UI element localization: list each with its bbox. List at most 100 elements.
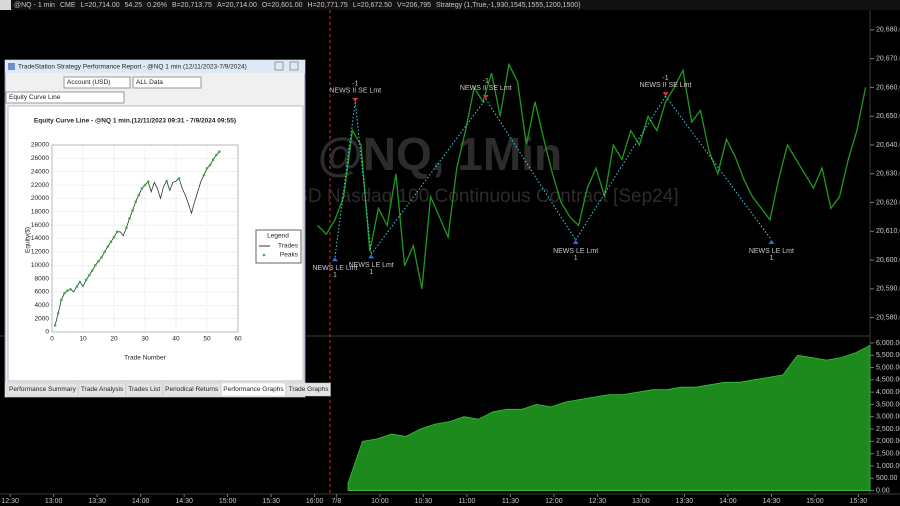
y-tick-label: 20,620.00 xyxy=(876,199,900,206)
y-tick-label: 20,650.00 xyxy=(876,113,900,120)
x-tick-label: 10 xyxy=(79,336,87,343)
peak-marker xyxy=(94,263,97,267)
buy-arrow xyxy=(768,239,775,244)
tab[interactable] xyxy=(221,382,286,397)
x-tick-label: 60 xyxy=(234,336,242,343)
status-item: V=206,795 xyxy=(397,2,431,9)
buy-arrow xyxy=(572,239,579,244)
y-tick-label: 10000 xyxy=(31,262,49,269)
peak-marker xyxy=(100,255,103,259)
tab-label: Performance Summary xyxy=(9,386,77,393)
y-tick-label: 8000 xyxy=(35,275,50,282)
peak-marker xyxy=(84,278,88,282)
window-title-bar xyxy=(5,60,305,73)
x-tick-label: 40 xyxy=(172,336,180,343)
tab[interactable] xyxy=(6,382,79,397)
peak-marker xyxy=(215,153,218,157)
status-item: L=20,714.00 xyxy=(81,2,120,9)
tab-label: Trades List xyxy=(128,386,160,393)
x-tick-label: 10:30 xyxy=(415,498,433,505)
x-tick-label: 15:00 xyxy=(219,498,237,505)
y-tick-label: 20,590.00 xyxy=(876,286,900,293)
range-dropdown[interactable] xyxy=(132,76,202,89)
report-window: TradeStation Strategy Performance Report… xyxy=(4,59,306,398)
y-tick-label: 18000 xyxy=(31,209,49,216)
trade-qty: 1 xyxy=(333,272,337,279)
peak-marker xyxy=(109,240,113,244)
tab-label: Trade Analysis xyxy=(81,386,124,393)
peak-marker xyxy=(165,179,168,183)
trade-line xyxy=(370,98,487,255)
y-tick-label: 4,500.00 xyxy=(876,377,900,384)
window-title: TradeStation Strategy Performance Report… xyxy=(18,64,247,71)
status-item: B=20,713.75 xyxy=(172,2,212,9)
y-tick-label: 4000 xyxy=(35,302,50,309)
status-item: CME xyxy=(60,2,76,9)
status-item: L=20,672.50 xyxy=(353,2,392,9)
tab[interactable] xyxy=(78,382,126,397)
y-tick-label: 1,000.00 xyxy=(876,463,900,470)
y-tick-label: 500.00 xyxy=(876,475,898,482)
y-tick-label: 4,000.00 xyxy=(876,389,900,396)
peak-marker xyxy=(75,285,79,288)
peak-marker xyxy=(66,289,69,292)
tab[interactable] xyxy=(162,382,221,397)
x-tick-label: 11:30 xyxy=(502,498,519,505)
trade-qty: 1 xyxy=(769,255,773,262)
status-icon xyxy=(0,0,11,10)
peak-marker xyxy=(87,273,91,277)
x-tick-label: 11:00 xyxy=(458,498,475,505)
peak-marker xyxy=(208,163,212,167)
x-tick-label: 14:30 xyxy=(175,498,193,505)
x-tick-label: 13:00 xyxy=(632,498,650,505)
trade-qty: 1 xyxy=(369,269,373,276)
close-button[interactable] xyxy=(289,61,299,71)
peak-marker xyxy=(211,158,215,161)
status-item: 0.26% xyxy=(147,2,167,9)
y-tick-label: 6,000.00 xyxy=(876,340,900,347)
tab-label: Performance Graphs xyxy=(223,386,284,393)
y-tick-label: 3,000.00 xyxy=(876,414,900,421)
trade-label: NEWS II SE Lmt xyxy=(460,85,512,92)
y-tick-label: 0.00 xyxy=(876,487,890,494)
tab[interactable] xyxy=(286,382,331,397)
peak-marker xyxy=(115,230,119,234)
peak-marker xyxy=(106,245,110,248)
y-tick-label: 20,680.00 xyxy=(876,27,900,34)
status-item: A=20,714.00 xyxy=(217,2,257,9)
account-dropdown[interactable] xyxy=(63,76,131,89)
x-tick-label: 50 xyxy=(203,336,211,343)
y-tick-label: 0 xyxy=(45,329,49,336)
peak-marker xyxy=(140,187,144,190)
watermark-description: USD Nasdaq 100 Continuous Contract [Sep2… xyxy=(281,186,678,207)
x-tick-label: 20 xyxy=(110,336,118,343)
y-tick-label: 5,000.00 xyxy=(876,364,900,371)
peak-marker xyxy=(112,235,116,239)
tab[interactable] xyxy=(125,382,163,397)
x-tick-label: 15:30 xyxy=(262,498,280,505)
peak-marker xyxy=(60,298,63,302)
sell-arrow xyxy=(662,92,669,97)
x-tick-label: 13:00 xyxy=(45,498,63,505)
y-tick-label: 14000 xyxy=(31,235,49,242)
y-tick-label: 2,000.00 xyxy=(876,438,900,445)
y-tick-label: 20000 xyxy=(31,195,49,202)
graph-dropdown[interactable] xyxy=(5,91,125,104)
x-tick-label: 7/8 xyxy=(332,498,342,505)
x-tick-label: 13:30 xyxy=(676,498,694,505)
trade-label: NEWS LE Lmt xyxy=(312,265,357,272)
y-tick-label: 24000 xyxy=(31,168,49,175)
minimize-button[interactable] xyxy=(274,61,284,71)
x-tick-label: 13:30 xyxy=(88,498,106,505)
peak-marker xyxy=(78,280,82,284)
x-tick-label: 14:30 xyxy=(763,498,781,505)
peak-marker xyxy=(97,259,100,263)
peak-marker xyxy=(134,200,137,204)
peak-marker xyxy=(53,324,57,327)
account-dropdown-text: Account (USD) xyxy=(67,79,110,86)
trade-qty: -1 xyxy=(483,78,489,85)
tab-label: Periodical Returns xyxy=(165,386,219,393)
y-tick-label: 20,670.00 xyxy=(876,56,900,63)
x-tick-label: 16:00 xyxy=(306,498,324,505)
x-tick-label: 30 xyxy=(141,336,149,343)
